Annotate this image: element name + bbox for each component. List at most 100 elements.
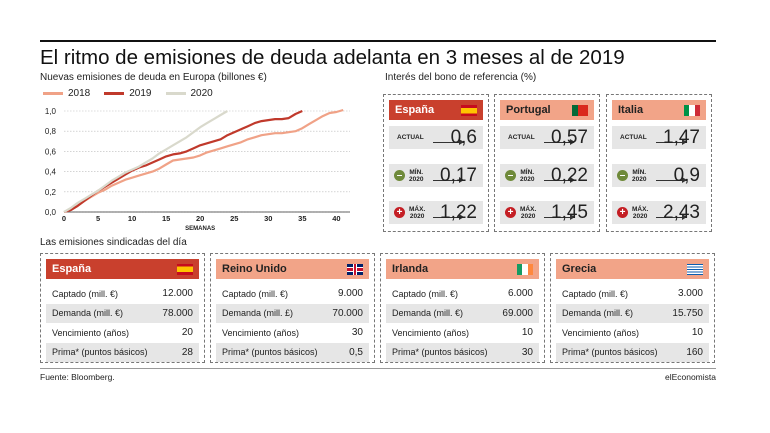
bond-country-name: España — [395, 104, 435, 116]
max-year-label: 2020 — [632, 212, 648, 220]
sindicada-row: Demanda (mill. £) 70.000 — [216, 303, 369, 323]
x-tick-label: 30 — [264, 214, 272, 223]
sindicada-row-value: 10 — [521, 327, 533, 338]
sindicada-row-value: 30 — [351, 327, 363, 338]
legend-swatch-2020 — [165, 92, 186, 95]
max-year-label: 2020 — [520, 212, 536, 220]
sindicada-panel-header: Grecia — [556, 259, 709, 279]
flag-it-icon — [684, 104, 700, 116]
sindicada-row-label: Demanda (mill. €) — [392, 308, 464, 318]
sindicada-row-value: 70.000 — [332, 307, 363, 319]
sindicada-row: Demanda (mill. €) 15.750 — [556, 303, 709, 323]
sindicada-row-label: Demanda (mill. €) — [52, 308, 124, 318]
y-tick-label: 0,8 — [45, 127, 57, 136]
chart-title: Nuevas emisiones de deuda en Europa (bil… — [40, 72, 267, 83]
sindicada-row-value: 3.000 — [677, 288, 703, 299]
sindicada-row-value: 12.000 — [162, 288, 193, 299]
series-line-2020 — [63, 110, 228, 213]
sindicada-country-name: España — [52, 263, 92, 275]
series-line-2018 — [63, 108, 344, 214]
sindicada-row-value: 6.000 — [507, 288, 533, 299]
bond-min-value: 0,22 — [551, 164, 588, 186]
bond-min-value: 0,17 — [440, 164, 477, 186]
minus-circle-icon: – — [617, 170, 628, 181]
sindicada-row: Demanda (mill. €) 78.000 — [46, 303, 199, 323]
bond-row-max: + MÁX. 2020 1,22 — [389, 201, 483, 224]
sindicada-row-label: Prima* (puntos básicos) — [392, 347, 488, 357]
y-tick-label: 0,2 — [45, 188, 57, 197]
sindicada-row: Vencimiento (años) 10 — [386, 323, 539, 342]
flag-gr-icon — [687, 263, 703, 275]
source-note: Fuente: Bloomberg. — [40, 372, 115, 382]
sindicadas-title: Las emisiones sindicadas del día — [40, 237, 187, 248]
sindicada-row-label: Captado (mill. €) — [562, 288, 629, 299]
sindicada-row-value: 69.000 — [502, 307, 533, 319]
arrow-right-icon — [544, 177, 575, 183]
bond-row-min: – MÍN. 2020 0,9 — [612, 164, 706, 187]
bond-panel-header: Portugal — [500, 100, 594, 120]
min-year-label: 2020 — [409, 175, 424, 183]
line-chart: 0,0 0,2 0,4 0,6 0,8 1,0 0 5 10 15 20 25 30 35 40 SEMANA… — [45, 107, 350, 232]
legend-item-2020: 2020 — [165, 88, 213, 99]
sindicada-row-value: 78.000 — [162, 307, 193, 319]
actual-label: ACTUAL — [620, 134, 647, 141]
arrow-right-icon — [656, 177, 687, 183]
sindicada-row-value: 28 — [181, 346, 193, 358]
minus-circle-icon: – — [394, 170, 405, 181]
bond-row-min: – MÍN. 2020 0,17 — [389, 164, 483, 187]
sindicada-row-label: Vencimiento (años) — [392, 327, 470, 338]
sindicada-row-value: 0,5 — [349, 346, 363, 358]
arrow-right-icon — [433, 214, 464, 220]
actual-label: ACTUAL — [397, 134, 424, 141]
x-tick-label: 40 — [332, 214, 340, 223]
bottom-rule — [40, 368, 716, 369]
flag-es-icon — [461, 104, 477, 116]
x-tick-label: 35 — [298, 214, 306, 223]
min-year-label: 2020 — [520, 175, 535, 183]
bond-panel-es: España ACTUAL 0,6 – MÍN. 2020 0,17 + — [383, 94, 489, 232]
sindicada-country-name: Grecia — [562, 263, 597, 275]
bond-row-max: + MÁX. 2020 2,43 — [612, 201, 706, 224]
sindicada-row: Vencimiento (años) 10 — [556, 323, 709, 342]
sindicada-row-label: Captado (mill. €) — [52, 288, 119, 299]
bond-title: Interés del bono de referencia (%) — [385, 72, 537, 83]
bond-row-actual: ACTUAL 1,47 — [612, 126, 706, 149]
bond-row-min: – MÍN. 2020 0,22 — [500, 164, 594, 187]
plus-circle-icon: + — [617, 207, 628, 218]
sindicada-row: Demanda (mill. €) 69.000 — [386, 303, 539, 323]
x-tick-label: 5 — [96, 214, 100, 223]
arrow-right-icon — [544, 214, 575, 220]
sindicada-row-label: Captado (mill. €) — [222, 288, 289, 299]
bond-country-name: Portugal — [506, 104, 551, 116]
legend-swatch-2019 — [104, 92, 125, 95]
sindicada-country-name: Irlanda — [392, 263, 429, 275]
sindicada-row: Captado (mill. €) 12.000 — [46, 284, 199, 303]
sindicada-panel-header: España — [46, 259, 199, 279]
sindicada-panel-uk: Reino Unido Captado (mill. €) 9.000 Dema… — [210, 253, 375, 363]
page-title: El ritmo de emisiones de deuda adelanta … — [40, 46, 625, 69]
legend-label-2020: 2020 — [190, 88, 213, 99]
legend-label-2019: 2019 — [129, 88, 152, 99]
max-label: MÁX. — [520, 205, 537, 213]
sindicada-row: Captado (mill. €) 6.000 — [386, 284, 539, 303]
sindicada-panel-header: Reino Unido — [216, 259, 369, 279]
sindicada-row: Vencimiento (años) 30 — [216, 323, 369, 342]
sindicada-row: Vencimiento (años) 20 — [46, 323, 199, 342]
plus-circle-icon: + — [394, 207, 405, 218]
minus-circle-icon: – — [505, 170, 516, 181]
y-tick-label: 1,0 — [45, 107, 57, 116]
min-label: MÍN. — [632, 168, 647, 176]
min-label: MÍN. — [520, 168, 535, 176]
x-tick-label: 25 — [230, 214, 238, 223]
x-tick-label: 20 — [196, 214, 204, 223]
flag-es-icon — [177, 263, 193, 275]
sindicada-panel-header: Irlanda — [386, 259, 539, 279]
sindicada-row: Prima* (puntos básicos) 160 — [556, 342, 709, 362]
top-rule — [40, 40, 716, 42]
bond-panel-header: España — [389, 100, 483, 120]
bond-actual-value: 0,57 — [551, 126, 588, 148]
max-label: MÁX. — [632, 205, 649, 213]
arrow-right-icon — [656, 214, 687, 220]
sindicada-row-value: 30 — [521, 346, 533, 358]
x-tick-label: 0 — [62, 214, 66, 223]
